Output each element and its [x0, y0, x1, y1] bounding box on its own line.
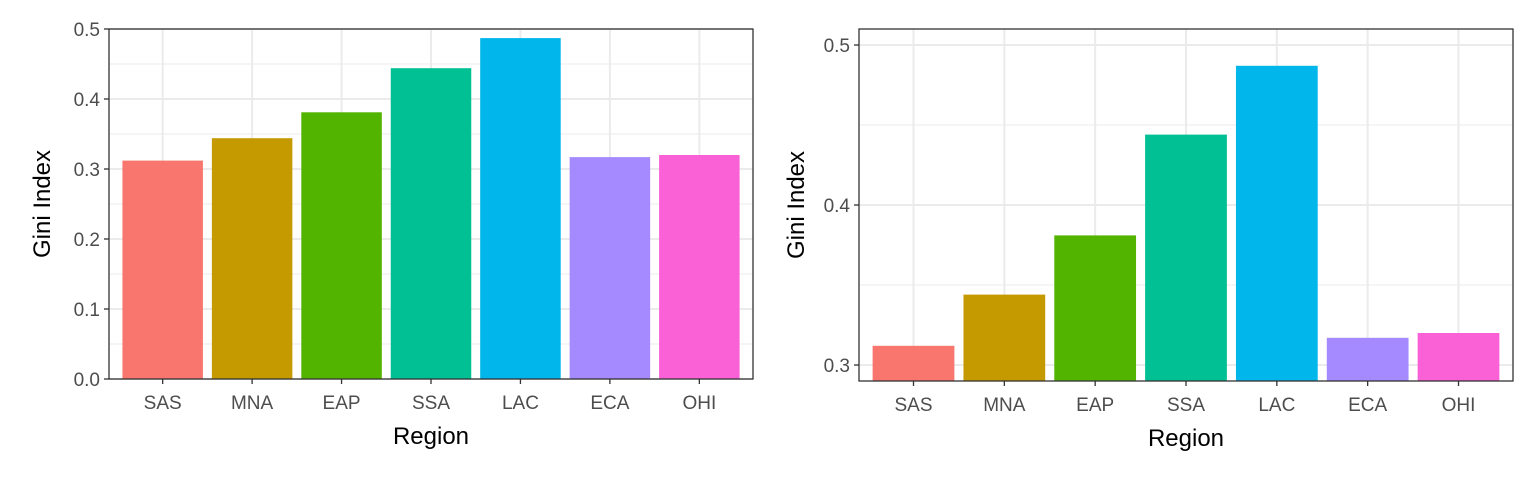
- x-tick-label: ECA: [590, 393, 629, 414]
- bar-sas: [872, 345, 955, 381]
- bar-ohi: [1417, 333, 1500, 381]
- bar-eca: [569, 157, 651, 379]
- x-tick-label: MNA: [983, 395, 1026, 416]
- x-tick-label: ECA: [1348, 395, 1387, 416]
- bar-eap: [301, 112, 382, 379]
- x-axis-title: Region: [1148, 425, 1224, 452]
- bar-mna: [211, 138, 293, 379]
- x-tick-label: SAS: [144, 393, 182, 414]
- gini-bar-chart-zoomed-axis: 0.3 0.4 0.5 SAS MNA EAP SSA LAC ECA OHI Region Gini…: [783, 28, 1514, 452]
- y-tick-label: 0.0: [74, 370, 100, 391]
- x-tick-label: SAS: [894, 395, 932, 416]
- x-axis-title: Region: [393, 423, 469, 450]
- y-tick-label: 0.2: [74, 230, 100, 251]
- y-axis-title: Gini Index: [29, 150, 56, 258]
- bar-eca: [1326, 337, 1409, 381]
- x-tick-label: LAC: [502, 393, 539, 414]
- y-tick-label: 0.3: [824, 356, 850, 377]
- y-tick-label: 0.4: [824, 196, 851, 217]
- x-tick-label: OHI: [682, 393, 716, 414]
- x-tick-label: SSA: [1167, 395, 1205, 416]
- bar-lac: [480, 38, 561, 379]
- bar-lac: [1235, 65, 1318, 381]
- x-tick-label: SSA: [412, 393, 450, 414]
- bar-mna: [963, 294, 1046, 381]
- bar-ssa: [1145, 134, 1227, 381]
- x-tick-label: LAC: [1258, 395, 1295, 416]
- gini-bar-chart-full-axis: 0.0 0.1 0.2 0.3 0.4 0.5 SAS MNA EAP SSA LAC ECA OHI R…: [29, 20, 754, 450]
- bar-eap: [1054, 235, 1137, 381]
- x-tick-label: EAP: [323, 393, 361, 414]
- y-tick-label: 0.3: [74, 160, 100, 181]
- bar-ssa: [390, 68, 472, 379]
- y-tick-label: 0.1: [74, 300, 100, 321]
- y-tick-label: 0.5: [74, 20, 100, 41]
- x-tick-label: OHI: [1442, 395, 1476, 416]
- bars: [872, 65, 1500, 381]
- y-tick-label: 0.4: [74, 90, 101, 111]
- bar-ohi: [659, 155, 740, 379]
- x-tick-label: MNA: [231, 393, 274, 414]
- y-tick-label: 0.5: [824, 36, 850, 57]
- bar-sas: [122, 160, 203, 379]
- bars: [122, 38, 740, 379]
- x-tick-label: EAP: [1076, 395, 1114, 416]
- y-axis-title: Gini Index: [783, 151, 810, 259]
